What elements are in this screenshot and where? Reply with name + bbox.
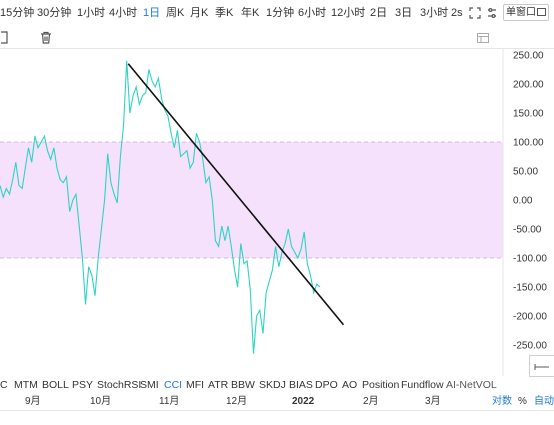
y-tick-label: 250.00 — [513, 51, 544, 62]
period-3h[interactable]: 3小时 — [420, 7, 449, 19]
date-label: 10月 — [90, 396, 112, 407]
cci-series-line — [0, 60, 321, 354]
y-tick-label: 200.00 — [513, 80, 544, 91]
period-2s[interactable]: 2s — [451, 7, 463, 19]
date-label: 12月 — [226, 396, 248, 407]
y-tick-label: -250.00 — [513, 341, 547, 352]
chart-options-icon[interactable] — [476, 32, 490, 44]
indicator-ao[interactable]: AO — [342, 379, 358, 391]
period-2d[interactable]: 2日 — [370, 7, 388, 19]
date-label: 9月 — [25, 396, 41, 407]
indicator-c[interactable]: C — [0, 379, 8, 391]
window-mode-button[interactable]: 单窗口 — [503, 4, 549, 21]
toolbar-divider — [0, 48, 554, 49]
drawing-toolbar — [0, 26, 554, 48]
y-tick-label: -200.00 — [513, 312, 547, 323]
settings-icon[interactable] — [485, 6, 499, 20]
log-scale-toggle[interactable]: 对数 — [492, 396, 512, 407]
percent-scale-toggle[interactable]: % — [518, 396, 527, 407]
y-tick-label: 0.00 — [513, 196, 533, 207]
date-label: 3月 — [425, 396, 441, 407]
indicator-ai-netvol[interactable]: AI-NetVOL — [446, 379, 497, 391]
period-1m[interactable]: 1分钟 — [266, 7, 295, 19]
trash-icon[interactable] — [39, 30, 53, 44]
range-arrows-icon — [534, 364, 549, 370]
indicator-cci[interactable]: CCI — [164, 379, 183, 391]
indicator-psy[interactable]: PSY — [72, 379, 94, 391]
indicator-bar: C MTM BOLL PSY StochRSI SMI CCI MFI ATR … — [0, 376, 554, 394]
y-tick-label: -100.00 — [513, 254, 547, 265]
y-tick-label: -50.00 — [513, 225, 542, 236]
overbought-oversold-band — [0, 142, 503, 258]
date-label: 11月 — [159, 396, 180, 407]
indicator-atr[interactable]: ATR — [208, 379, 229, 391]
period-12h[interactable]: 12小时 — [331, 7, 366, 19]
period-30m[interactable]: 30分钟 — [37, 7, 72, 19]
fullscreen-icon[interactable] — [468, 6, 482, 20]
date-label: 2月 — [363, 396, 379, 407]
edit-icon[interactable] — [0, 30, 10, 44]
indicator-mtm[interactable]: MTM — [14, 379, 38, 391]
period-4h[interactable]: 4小时 — [109, 7, 138, 19]
indicator-bbw[interactable]: BBW — [231, 379, 255, 391]
date-axis: 9月 10月 11月 12月 2022 2月 3月 对数 % 自动 — [0, 394, 554, 410]
period-toolbar: 15分钟 30分钟 1小时 4小时 1日 周K 月K 季K 年K 1分钟 6小时… — [0, 0, 554, 26]
date-label-year: 2022 — [292, 396, 315, 407]
indicator-smi[interactable]: SMI — [140, 379, 159, 391]
window-mode-label: 单窗口 — [506, 7, 536, 18]
indicator-fundflow[interactable]: Fundflow — [401, 379, 444, 391]
period-6h[interactable]: 6小时 — [298, 7, 327, 19]
y-tick-label: 100.00 — [513, 138, 544, 149]
bottom-strip — [0, 410, 554, 425]
y-tick-label: 150.00 — [513, 109, 544, 120]
range-control[interactable] — [529, 355, 554, 377]
indicator-dpo[interactable]: DPO — [315, 379, 338, 391]
indicator-boll[interactable]: BOLL — [42, 379, 69, 391]
period-1h[interactable]: 1小时 — [77, 7, 106, 19]
period-15m[interactable]: 15分钟 — [0, 7, 35, 19]
indicator-bias[interactable]: BIAS — [289, 379, 313, 391]
period-week[interactable]: 周K — [166, 7, 185, 19]
auto-scale-toggle[interactable]: 自动 — [534, 396, 554, 407]
period-1d[interactable]: 1日 — [143, 7, 161, 19]
period-month[interactable]: 月K — [190, 7, 209, 19]
drawn-trendline[interactable] — [127, 63, 345, 326]
period-quarter[interactable]: 季K — [215, 7, 234, 19]
indicator-position[interactable]: Position — [362, 379, 400, 391]
y-axis: 250.00 200.00 150.00 100.00 50.00 0.00 -50.00 -… — [513, 51, 547, 352]
y-tick-label: 50.00 — [513, 167, 538, 178]
indicator-stochrsi[interactable]: StochRSI — [97, 379, 142, 391]
period-year[interactable]: 年K — [241, 7, 260, 19]
period-3d[interactable]: 3日 — [395, 7, 413, 19]
indicator-mfi[interactable]: MFI — [186, 379, 205, 391]
indicator-skdj[interactable]: SKDJ — [259, 379, 286, 391]
window-icon — [537, 8, 546, 16]
y-tick-label: -150.00 — [513, 283, 547, 294]
